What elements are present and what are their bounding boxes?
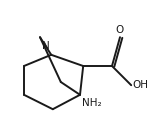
Text: NH₂: NH₂ xyxy=(82,98,101,108)
Text: OH: OH xyxy=(133,80,149,90)
Text: O: O xyxy=(116,25,124,35)
Text: N: N xyxy=(42,41,50,51)
